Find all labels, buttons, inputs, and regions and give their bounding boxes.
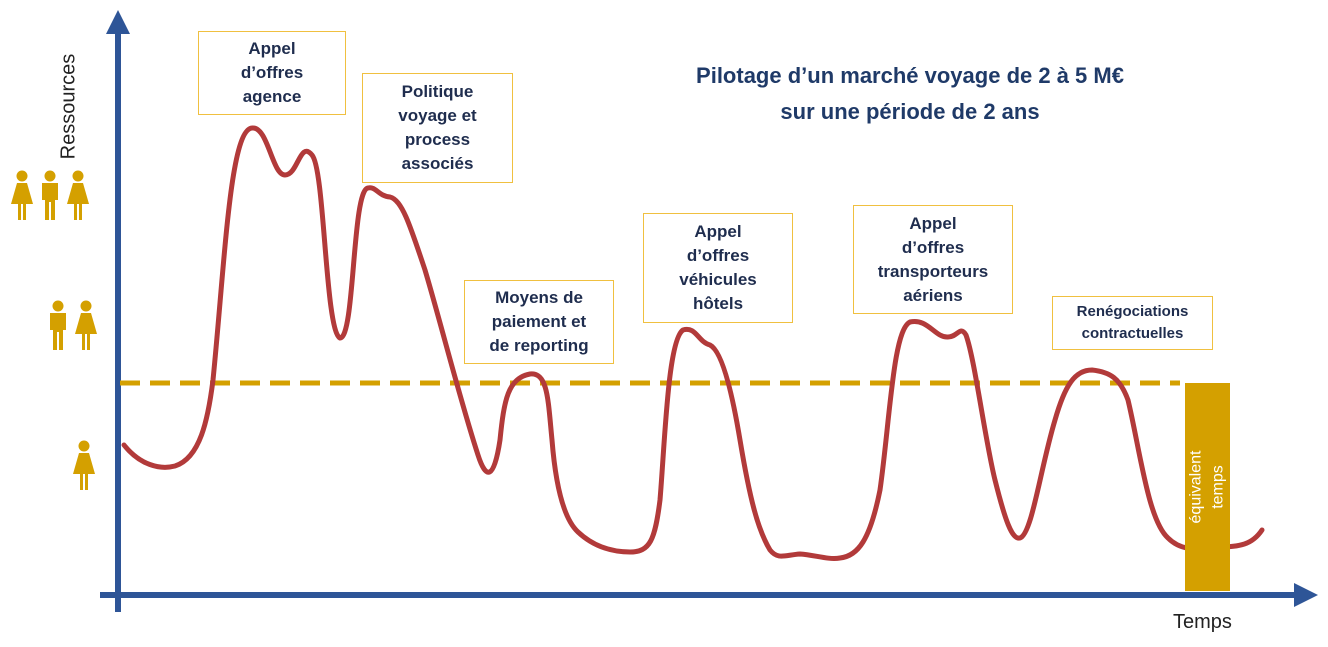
x-axis-label: Temps xyxy=(1173,611,1232,633)
phase-label: Politique voyage et process associés xyxy=(398,82,477,173)
y-axis-arrow xyxy=(106,10,130,34)
diagram-title: Pilotage d’un marché voyage de 2 à 5 M€ … xyxy=(696,63,1124,124)
phase-label: Appel d’offres transporteurs aériens xyxy=(877,213,989,305)
fte-bar-label: 1 équivalent temps plein xyxy=(1165,450,1249,524)
fte-bar xyxy=(1185,383,1230,591)
fte-bar-label-wrap: 1 équivalent temps plein xyxy=(1166,383,1249,591)
phase-label: Moyens de paiement et de reporting xyxy=(489,288,589,355)
phase-label: Appel d’offres agence xyxy=(240,39,304,106)
woman-icon xyxy=(75,300,97,350)
phase-box-moyens-paiement: Moyens de paiement et de reporting xyxy=(464,280,614,364)
woman-icon xyxy=(11,170,33,220)
phase-label: Appel d’offres véhicules hôtels xyxy=(679,222,757,313)
man-icon xyxy=(42,170,58,220)
y-axis-label: Ressources xyxy=(57,53,80,160)
x-axis-arrow xyxy=(1294,583,1318,607)
phase-box-appel-offres-vehicules: Appel d’offres véhicules hôtels xyxy=(643,213,793,323)
phase-box-appel-offres-transporteurs: Appel d’offres transporteurs aériens xyxy=(853,205,1013,314)
phase-box-politique-voyage: Politique voyage et process associés xyxy=(362,73,513,183)
woman-icon xyxy=(67,170,89,220)
phase-box-renegociations: Renégociations contractuelles xyxy=(1052,296,1213,350)
phase-box-appel-offres-agence: Appel d’offres agence xyxy=(198,31,346,115)
phase-label: Renégociations contractuelles xyxy=(1076,303,1189,342)
resource-curve xyxy=(121,125,1265,561)
woman-icon xyxy=(73,440,95,490)
man-icon xyxy=(50,300,66,350)
